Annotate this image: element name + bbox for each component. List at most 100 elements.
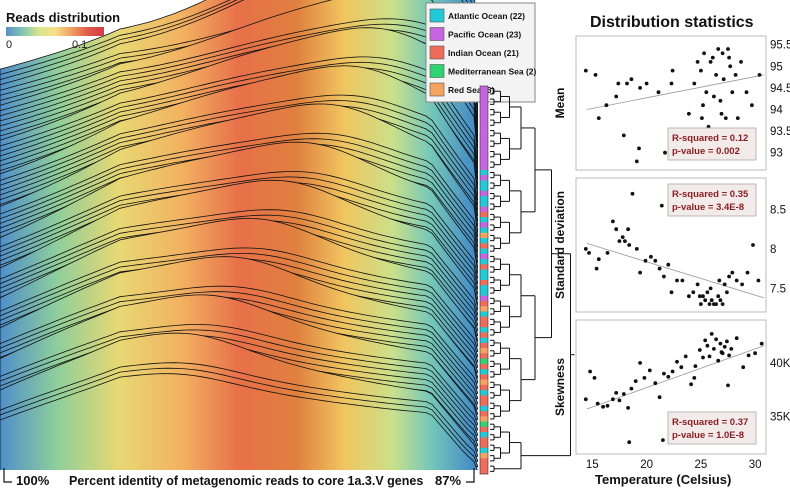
scatter-point	[740, 282, 744, 287]
sample-cell	[480, 353, 488, 359]
sample-cell	[480, 127, 488, 134]
scatter-point	[605, 403, 610, 408]
legend-swatch	[429, 27, 445, 41]
scatter-point	[638, 86, 642, 90]
annotation-text: R-squared = 0.37	[672, 417, 748, 428]
annotation-text: R-squared = 0.12	[672, 133, 748, 144]
scatter-point	[595, 401, 600, 406]
scatter-point	[723, 116, 728, 120]
scatter-point	[702, 51, 706, 56]
scatter-point	[701, 294, 705, 299]
scatter-point	[704, 90, 709, 95]
sample-cell	[480, 269, 488, 276]
scatter-point	[712, 347, 716, 351]
scatter-point	[617, 239, 622, 244]
sample-cell	[480, 175, 488, 181]
scatter-point	[712, 94, 716, 99]
sample-cell	[480, 332, 488, 338]
scatter-point	[734, 278, 739, 283]
right-label: 87%	[435, 473, 461, 488]
scatter-point	[727, 55, 731, 60]
scatter-point	[657, 395, 662, 400]
sample-cell	[480, 447, 488, 454]
scatter-point	[692, 81, 697, 86]
sample-cell	[480, 206, 488, 213]
scatter-point	[753, 351, 757, 356]
sample-cell	[480, 169, 488, 176]
colorbar: Reads distribution 0 0.1	[6, 10, 120, 51]
sample-cell	[480, 363, 488, 370]
scatter-point	[735, 116, 740, 120]
scatter-point	[621, 133, 626, 138]
scatter-point	[583, 68, 588, 73]
stats-title: Distribution statistics	[590, 14, 754, 31]
scatter-point	[714, 302, 718, 306]
scatter-point	[625, 81, 629, 86]
panel-y-tick: 8	[770, 244, 776, 256]
scatter-point	[705, 343, 710, 348]
scatter-point	[604, 103, 609, 108]
scatter-point	[714, 337, 718, 342]
sample-cell	[480, 437, 488, 443]
scatter-point	[669, 290, 674, 295]
scatter-point	[629, 77, 634, 82]
scatter-point	[583, 247, 588, 251]
scatter-point	[675, 359, 679, 364]
scatter-point	[709, 332, 714, 336]
scatter-point	[621, 392, 626, 396]
sample-cell	[480, 217, 488, 223]
scatter-point	[675, 278, 679, 283]
scatter-point	[689, 382, 693, 387]
sample-cell	[480, 358, 488, 365]
sample-cell	[480, 395, 488, 401]
scatter-point	[661, 438, 665, 442]
scatter-point	[634, 159, 639, 164]
scatter-point	[614, 94, 619, 99]
sample-cell	[480, 180, 488, 186]
scatter-point	[726, 383, 730, 388]
sample-cell	[480, 400, 488, 407]
legend-item-label: Pacific Ocean (23)	[448, 30, 521, 40]
scatter-point	[629, 386, 634, 391]
annotation-box	[667, 411, 757, 445]
sample-cell	[480, 91, 488, 97]
legend-item-label: Atlantic Ocean (22)	[448, 11, 525, 21]
sample-cell	[480, 374, 488, 380]
scatter-point	[725, 290, 729, 295]
scatter-point	[746, 353, 751, 358]
scatter-point	[729, 347, 734, 351]
legend-swatch	[429, 8, 445, 23]
sample-cell	[480, 327, 488, 333]
scatter-point	[687, 294, 691, 299]
scatter-point	[726, 47, 730, 51]
scatter-point	[680, 278, 685, 283]
sample-cell	[480, 285, 488, 291]
scatter-point	[707, 302, 712, 306]
annotation-box	[667, 127, 757, 161]
stats-x-tick: 25	[695, 459, 708, 471]
panel-y-tick: 8.5	[770, 205, 786, 217]
scatter-point	[727, 274, 731, 279]
sample-cell	[480, 117, 488, 123]
panel-y-tick: 94	[770, 105, 783, 117]
sample-cell	[480, 390, 488, 396]
scatter-point	[626, 406, 630, 410]
scatter-point	[616, 81, 621, 86]
sample-cell	[480, 243, 488, 249]
sample-cell	[480, 442, 488, 449]
annotation-text: p-value = 3.4E-8	[672, 202, 744, 213]
scatter-point	[657, 266, 662, 271]
scatter-point	[707, 354, 712, 359]
scatter-point	[725, 339, 729, 344]
scatter-point	[705, 290, 710, 295]
sample-cell	[480, 416, 488, 422]
panel-y-tick: 40K	[770, 358, 790, 370]
scatter-point	[691, 290, 696, 295]
scatter-point	[653, 258, 658, 263]
trend-line	[586, 345, 764, 410]
scatter-point	[638, 270, 642, 275]
scatter-point	[596, 257, 601, 262]
annotation-text: R-squared = 0.35	[672, 189, 749, 200]
sample-cell	[480, 411, 488, 417]
scatter-point	[759, 341, 764, 346]
